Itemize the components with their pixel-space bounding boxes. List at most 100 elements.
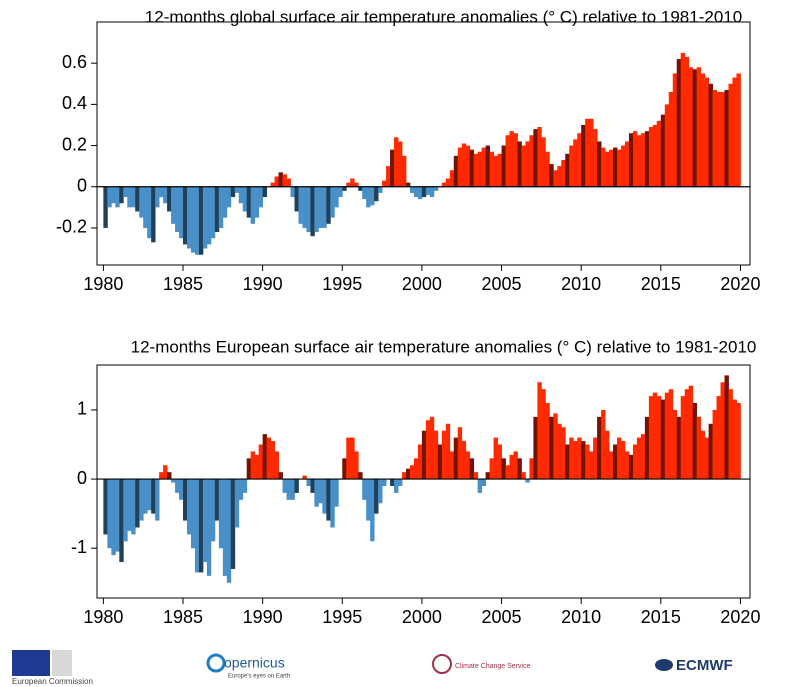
bar	[648, 127, 654, 187]
bar	[214, 479, 220, 521]
bar	[613, 147, 618, 187]
logos: European Commission opernicus Europe's e…	[12, 650, 733, 686]
bar	[278, 472, 283, 480]
bar	[425, 186, 431, 195]
bar	[716, 396, 721, 480]
bar	[338, 186, 343, 198]
bar	[218, 479, 224, 549]
bar	[274, 176, 279, 187]
bar	[541, 137, 546, 187]
bar	[609, 149, 614, 187]
bar	[509, 454, 514, 480]
bar	[593, 437, 598, 480]
bar	[640, 434, 646, 480]
bar	[147, 186, 152, 239]
bar	[577, 133, 582, 187]
bar	[326, 479, 331, 521]
bar	[525, 479, 530, 483]
bar	[501, 145, 506, 187]
bar	[469, 149, 475, 187]
y-tick-label: 0	[77, 175, 87, 195]
bar	[286, 178, 291, 187]
bar	[186, 479, 192, 535]
bar	[521, 472, 526, 480]
bar	[465, 145, 471, 187]
bar	[147, 479, 152, 511]
bar	[398, 479, 403, 486]
bar	[350, 178, 355, 187]
bar	[652, 124, 658, 187]
bar	[421, 430, 427, 480]
bar	[294, 479, 299, 493]
y-tick-label: 0.6	[62, 52, 87, 72]
bar	[330, 186, 335, 218]
bar	[139, 479, 144, 521]
bar	[202, 479, 208, 563]
bar	[226, 479, 232, 583]
bar	[477, 151, 483, 187]
bar	[286, 479, 291, 500]
bar	[119, 479, 124, 563]
bar	[401, 155, 407, 187]
bar	[155, 186, 160, 208]
bar	[541, 389, 546, 480]
bar	[549, 164, 554, 187]
bar	[238, 479, 244, 500]
bar	[119, 186, 124, 204]
bar	[561, 427, 566, 480]
bar	[194, 479, 200, 573]
bar	[680, 52, 686, 187]
bar	[736, 73, 741, 187]
bar	[620, 145, 626, 187]
bar	[441, 182, 447, 187]
bar	[672, 73, 678, 187]
x-tick-label: 2010	[561, 607, 601, 627]
c3s-icon	[432, 654, 452, 674]
bar	[497, 153, 502, 187]
bar	[175, 479, 180, 493]
bar	[234, 479, 240, 528]
bar	[374, 186, 379, 202]
bar	[696, 416, 702, 480]
y-tick-label: 1	[77, 399, 87, 419]
bar	[163, 465, 168, 480]
bar	[672, 409, 678, 480]
bar	[175, 186, 180, 233]
bar	[489, 458, 494, 480]
bar	[354, 182, 359, 187]
bar	[230, 479, 236, 569]
bar	[143, 479, 148, 514]
bar	[453, 155, 459, 187]
bar	[557, 423, 562, 480]
bar	[179, 479, 184, 500]
bar	[700, 73, 706, 187]
bar	[732, 77, 737, 187]
bar	[401, 472, 407, 480]
bar	[593, 129, 598, 187]
bar	[553, 170, 558, 187]
bar	[262, 186, 268, 198]
bar	[469, 458, 475, 480]
bar	[437, 444, 443, 480]
bar	[676, 416, 682, 480]
bar	[123, 186, 128, 198]
bar	[481, 147, 487, 187]
bar	[433, 430, 439, 480]
ecmwf-icon	[655, 659, 673, 671]
bar	[581, 124, 586, 187]
bar	[533, 129, 538, 187]
bar	[565, 153, 570, 187]
bar	[115, 479, 120, 552]
bar	[545, 151, 550, 187]
bar	[537, 127, 542, 187]
bar	[473, 153, 479, 187]
bar	[246, 458, 252, 480]
bar	[716, 92, 721, 187]
bar	[306, 186, 311, 233]
bar	[143, 186, 148, 228]
bar	[290, 186, 295, 198]
bar	[103, 186, 108, 228]
bar	[449, 451, 455, 480]
bar	[668, 92, 674, 187]
bar	[724, 375, 729, 480]
